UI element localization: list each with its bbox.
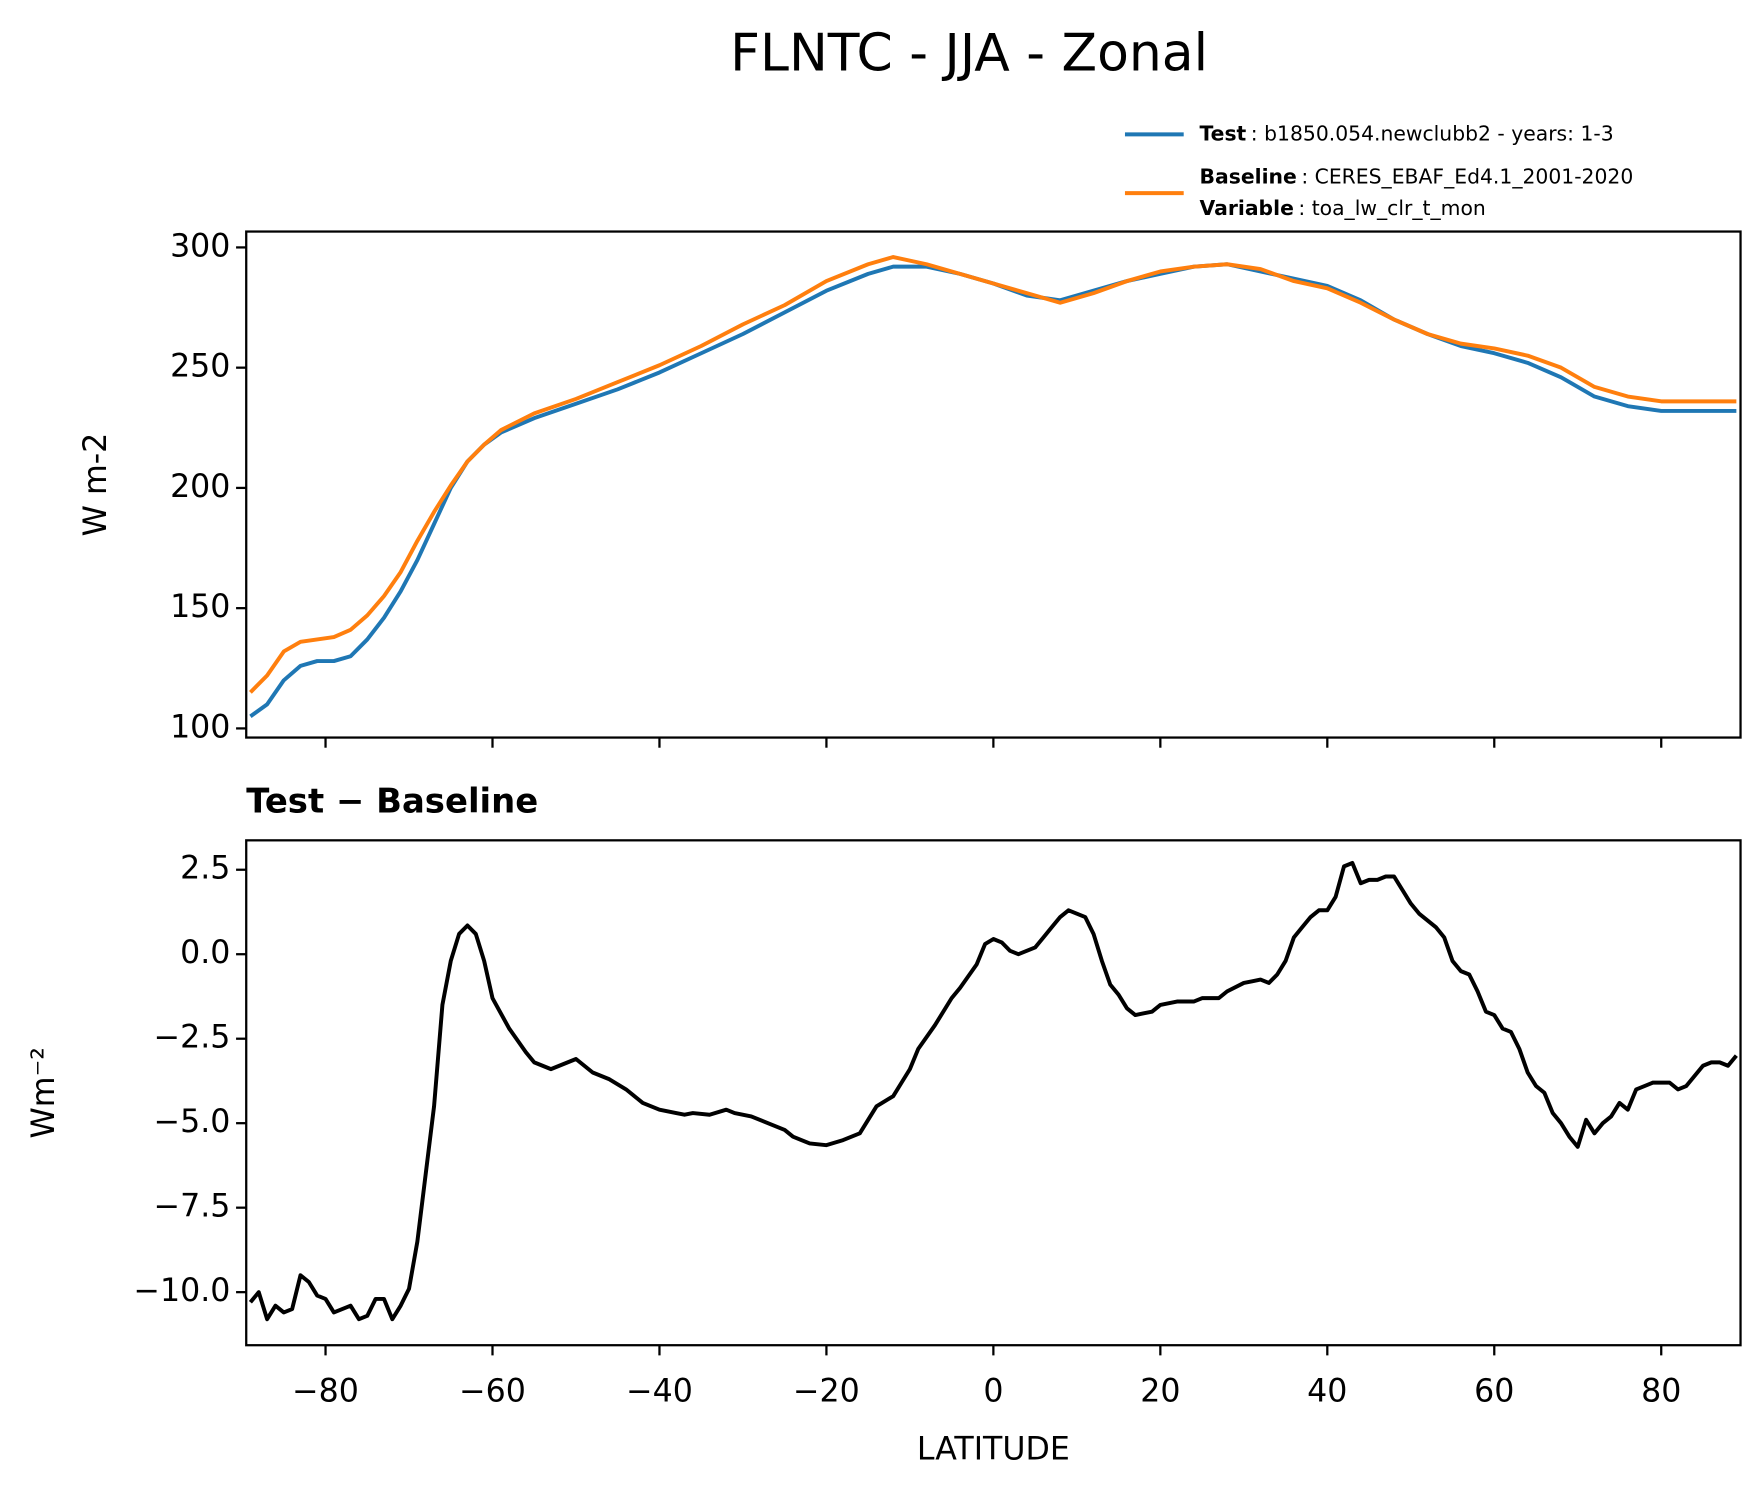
- y-axis-label: Wm⁻²: [26, 1047, 62, 1138]
- data-line: [248, 861, 1738, 1322]
- x-tick-label: 0: [983, 1374, 1003, 1410]
- x-tick-label: 40: [1307, 1374, 1347, 1410]
- legend-name: Test: [1200, 121, 1247, 145]
- x-tick-label: 60: [1474, 1374, 1514, 1410]
- legend-detail: : b1850.054.newclubb2 - years: 1-3: [1251, 121, 1614, 145]
- y-axis-label: W m-2: [78, 433, 114, 537]
- x-tick-label: −20: [793, 1374, 860, 1410]
- axes-title: Test − Baseline: [246, 782, 538, 821]
- y-tick-label: 2.5: [180, 851, 230, 887]
- legend-entry: Test: b1850.054.newclubb2 - years: 1-3: [1200, 121, 1614, 145]
- y-tick-label: −2.5: [154, 1020, 231, 1056]
- legend-name: Variable: [1200, 196, 1294, 220]
- data-line: [249, 255, 1737, 694]
- legend-detail: : CERES_EBAF_Ed4.1_2001-2020: [1301, 164, 1633, 189]
- y-tick-label: 200: [170, 469, 230, 505]
- x-tick-label: −60: [459, 1374, 526, 1410]
- x-tick-label: −80: [292, 1374, 359, 1410]
- legend-detail: : toa_lw_clr_t_mon: [1298, 196, 1485, 221]
- y-tick-label: 300: [170, 228, 230, 264]
- x-tick-label: 80: [1641, 1374, 1681, 1410]
- legend-extra: Variable: toa_lw_clr_t_mon: [1200, 196, 1486, 221]
- legend-entry: Baseline: CERES_EBAF_Ed4.1_2001-2020: [1200, 164, 1634, 189]
- axes-frame: [245, 839, 1742, 1347]
- x-tick-label: −40: [626, 1374, 693, 1410]
- legend-name: Baseline: [1200, 164, 1297, 188]
- x-axis-label: LATITUDE: [917, 1431, 1070, 1467]
- y-tick-label: 100: [170, 709, 230, 745]
- y-tick-label: 250: [170, 349, 230, 385]
- figure-title: FLNTC - JJA - Zonal: [730, 23, 1208, 83]
- y-tick-label: −5.0: [154, 1104, 231, 1140]
- axes-frame: [245, 230, 1742, 739]
- x-tick-label: 20: [1140, 1374, 1180, 1410]
- y-tick-label: −10.0: [134, 1273, 231, 1309]
- y-tick-label: −7.5: [154, 1189, 231, 1225]
- y-tick-label: 0.0: [180, 935, 230, 971]
- y-tick-label: 150: [170, 589, 230, 625]
